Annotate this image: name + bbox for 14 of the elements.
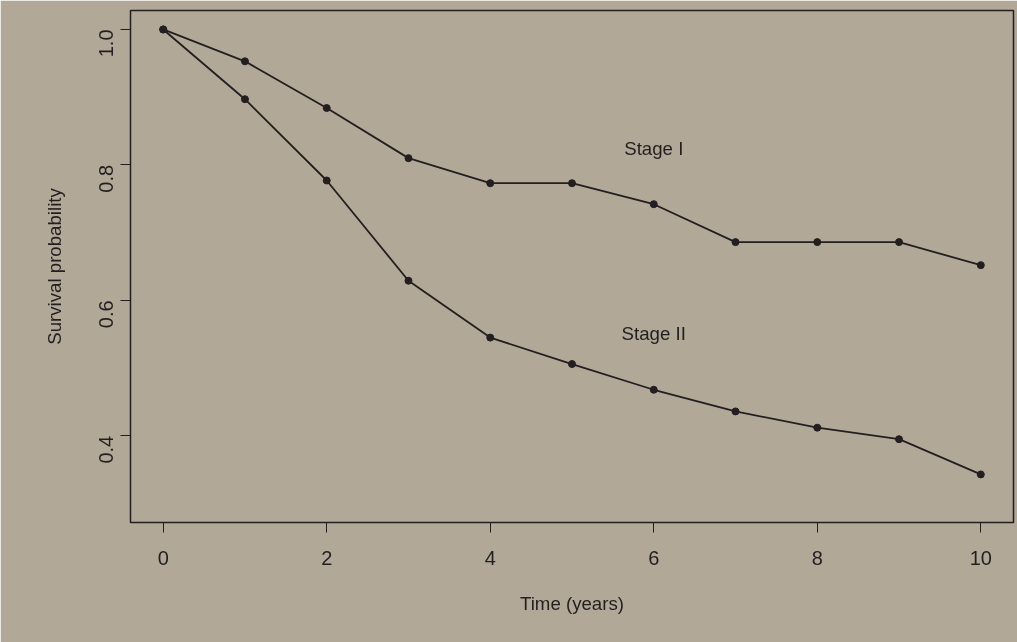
x-tick-label: 4 (484, 546, 496, 569)
x-tick-label: 2 (321, 546, 333, 569)
y-axis-title: Survival probability (43, 187, 65, 345)
series-label: Stage I (624, 137, 684, 159)
y-tick-label: 1.0 (95, 29, 118, 58)
y-tick-label: 0.8 (95, 164, 118, 193)
x-tick-label: 0 (157, 546, 169, 569)
x-tick-label: 8 (811, 546, 823, 569)
series-label: Stage II (621, 323, 686, 345)
x-tick-label: 6 (648, 546, 660, 569)
x-axis-title: Time (years) (520, 592, 624, 614)
y-tick-label: 0.6 (95, 300, 118, 329)
x-tick-label: 10 (969, 546, 992, 569)
y-tick-label: 0.4 (95, 435, 118, 464)
